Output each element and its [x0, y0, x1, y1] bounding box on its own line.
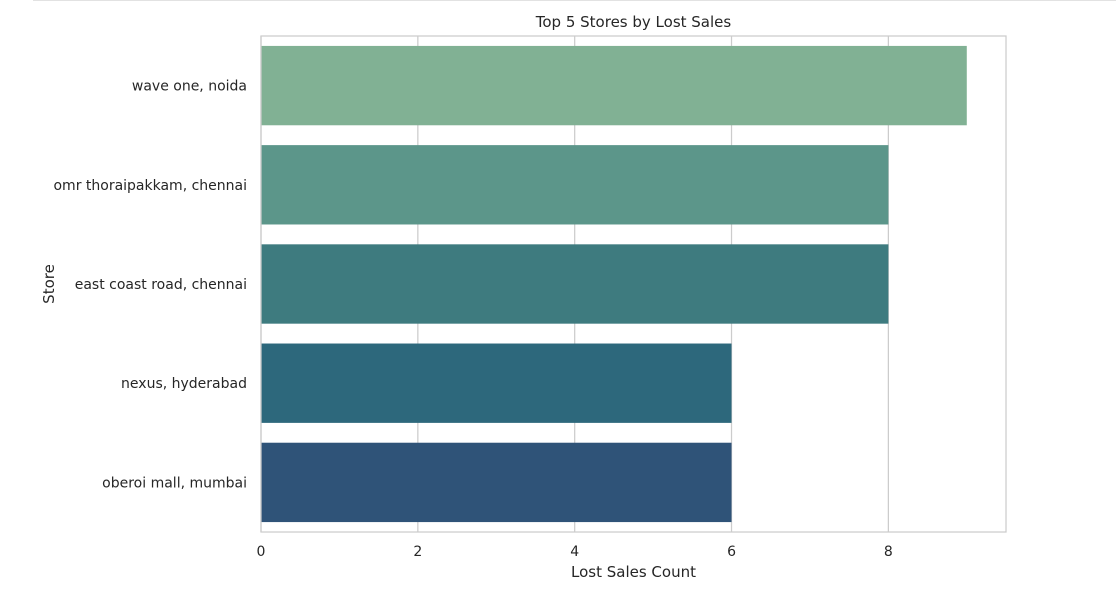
- y-tick-label-1: omr thoraipakkam, chennai: [53, 178, 247, 194]
- x-tick-label-3: 6: [727, 544, 736, 560]
- x-axis-label: Lost Sales Count: [571, 563, 696, 581]
- bars: [261, 45, 967, 523]
- x-tick-label-4: 8: [884, 544, 893, 560]
- plot-frame: [260, 35, 1007, 533]
- x-tick-labels: 0 2 4 6 8: [257, 544, 893, 560]
- bar-0: [261, 45, 967, 126]
- bar-2: [261, 244, 889, 324]
- x-tick-label-1: 2: [413, 544, 422, 560]
- chart-title: Top 5 Stores by Lost Sales: [535, 13, 732, 31]
- bar-1: [261, 145, 889, 225]
- top-divider: [33, 0, 1116, 1]
- y-tick-labels: wave one, noida omr thoraipakkam, chennai…: [53, 79, 247, 492]
- bar-4: [261, 442, 732, 523]
- y-axis-label: Store: [40, 264, 58, 304]
- y-tick-label-0: wave one, noida: [132, 79, 247, 95]
- y-tick-label-3: nexus, hyderabad: [121, 376, 247, 392]
- x-tick-label-0: 0: [257, 544, 266, 560]
- x-tick-label-2: 4: [570, 544, 579, 560]
- y-tick-label-4: oberoi mall, mumbai: [102, 475, 247, 491]
- y-tick-label-2: east coast road, chennai: [75, 277, 247, 293]
- bar-3: [261, 343, 732, 423]
